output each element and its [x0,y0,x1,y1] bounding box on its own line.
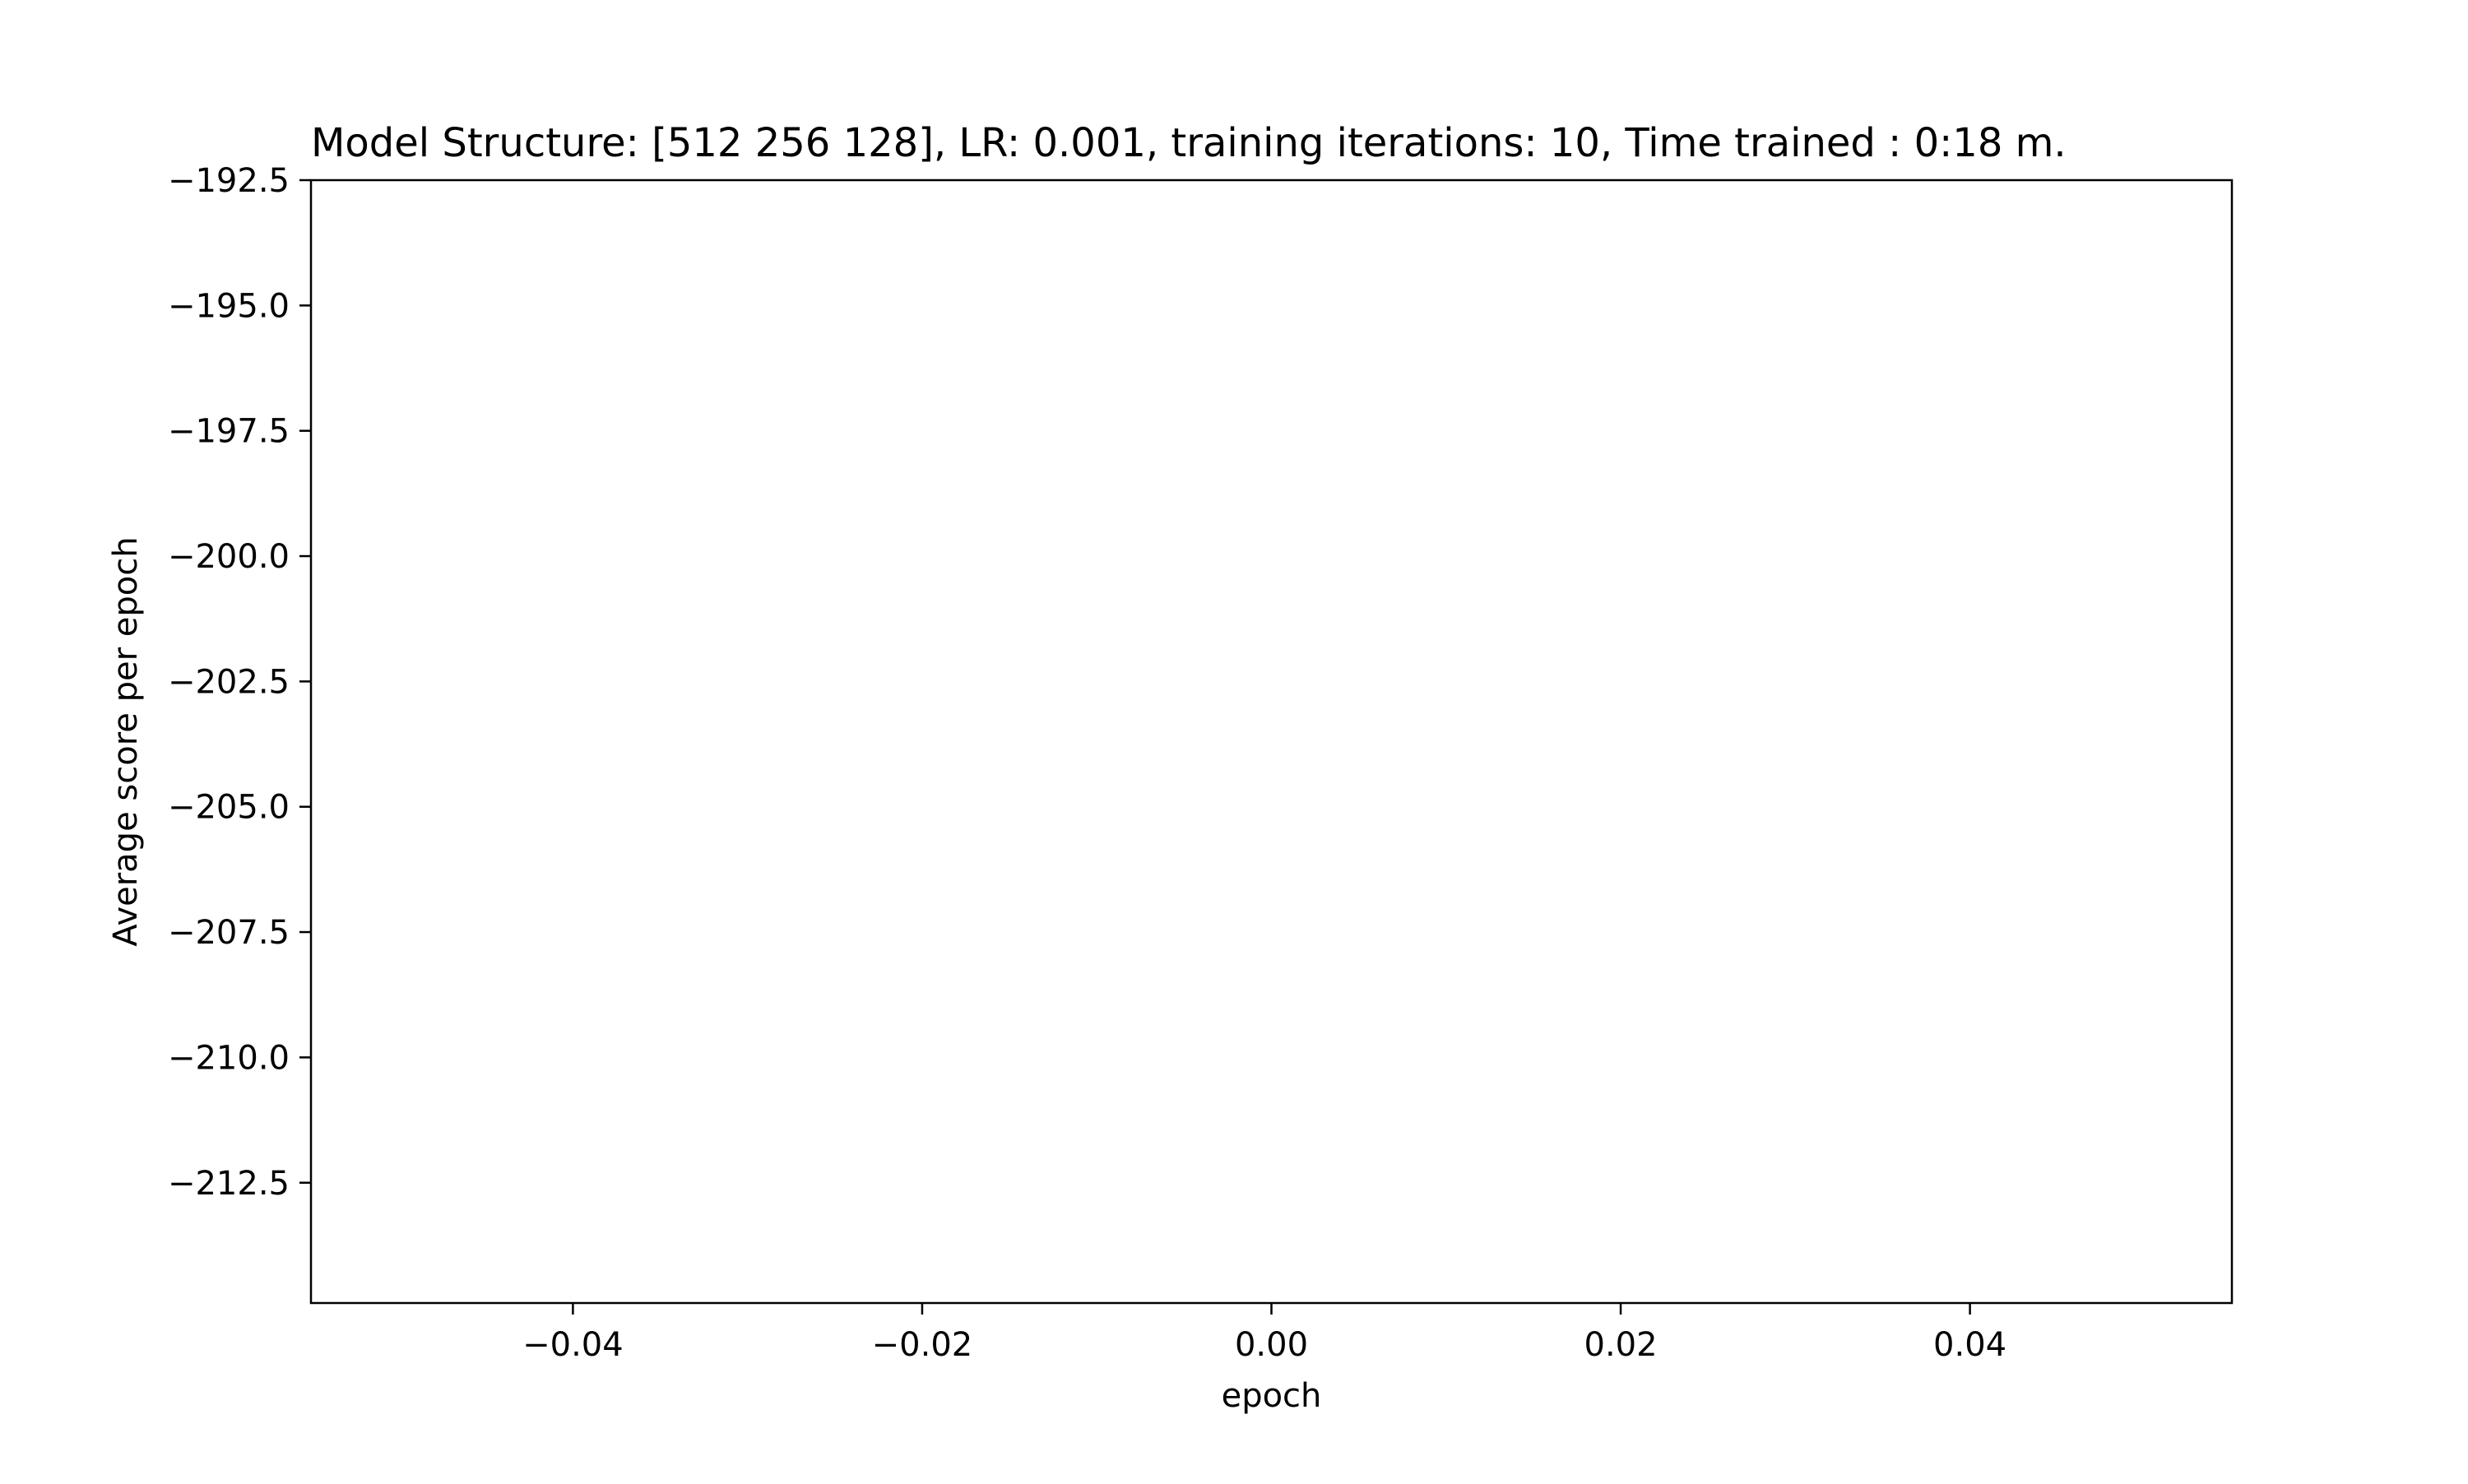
x-tick-label: 0.00 [1235,1326,1308,1364]
y-tick-label: −200.0 [168,538,290,576]
x-tick-label: −0.02 [872,1326,973,1364]
x-tick-label: 0.02 [1584,1326,1658,1364]
chart-title: Model Structure: [512 256 128], LR: 0.00… [311,120,2067,166]
x-axis: −0.04 −0.02 0.00 0.02 0.04 [522,1303,2006,1364]
y-tick-label: −212.5 [168,1165,290,1203]
y-tick-label: −195.0 [168,287,290,325]
y-axis: −192.5 −195.0 −197.5 −200.0 −202.5 −205.0 −207… [168,162,311,1203]
y-tick-label: −210.0 [168,1039,290,1077]
y-tick-label: −192.5 [168,162,290,200]
y-tick-label: −207.5 [168,914,290,952]
x-tick-label: −0.04 [522,1326,624,1364]
y-tick-label: −205.0 [168,789,290,827]
x-tick-label: 0.04 [1933,1326,2006,1364]
y-tick-label: −202.5 [168,663,290,701]
y-tick-label: −197.5 [168,413,290,451]
x-axis-label: epoch [1222,1377,1322,1415]
y-axis-label: Average score per epoch [107,536,145,946]
